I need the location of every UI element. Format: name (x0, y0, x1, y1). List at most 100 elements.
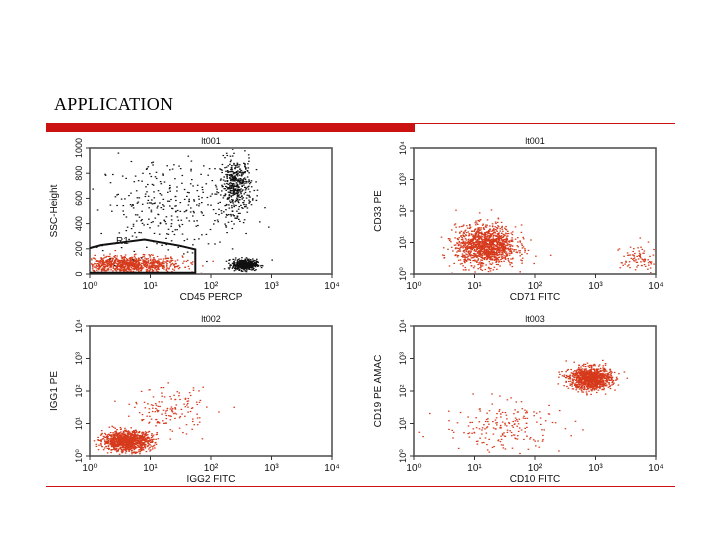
event-point (206, 406, 208, 408)
event-point (577, 368, 579, 370)
event-point (232, 189, 234, 191)
event-point (94, 262, 96, 265)
event-point (477, 255, 479, 257)
event-point (239, 170, 242, 172)
event-point (233, 193, 235, 195)
event-point (468, 227, 471, 230)
event-point (243, 266, 245, 268)
event-point (461, 236, 463, 238)
event-point (147, 166, 150, 168)
event-point (215, 186, 218, 188)
event-point (244, 189, 247, 191)
event-point (94, 266, 96, 268)
event-point (643, 250, 646, 252)
event-point (489, 253, 491, 255)
event-point (201, 212, 203, 214)
event-point (491, 258, 494, 260)
event-point (118, 441, 120, 443)
event-point (466, 246, 468, 248)
event-point (111, 442, 114, 444)
event-point (218, 411, 220, 413)
event-point (174, 205, 176, 207)
event-point (229, 163, 231, 165)
event-point (235, 173, 238, 176)
event-point (144, 441, 147, 443)
event-point (122, 444, 125, 446)
event-point (163, 205, 165, 207)
event-point (135, 258, 138, 260)
event-point (107, 437, 109, 439)
event-point (479, 252, 481, 254)
event-point (476, 229, 479, 231)
event-point (188, 220, 191, 222)
event-point (490, 247, 493, 249)
event-point (490, 238, 493, 240)
event-point (472, 241, 474, 243)
event-point (249, 191, 251, 193)
event-point (140, 440, 142, 442)
event-point (150, 254, 153, 256)
event-point (488, 261, 491, 263)
event-point (488, 266, 490, 268)
event-point (489, 233, 491, 235)
event-point (152, 445, 155, 447)
event-point (160, 262, 162, 264)
event-point (222, 179, 225, 181)
event-point (174, 407, 177, 409)
event-point (463, 254, 465, 256)
event-point (113, 447, 115, 449)
event-point (131, 268, 134, 270)
event-point (271, 259, 273, 261)
event-point (130, 450, 133, 452)
event-point (524, 248, 526, 250)
event-point (166, 257, 168, 259)
event-point (197, 224, 199, 227)
event-point (246, 194, 249, 196)
event-point (139, 448, 142, 450)
event-point (232, 178, 234, 181)
event-point (454, 237, 456, 239)
event-point (150, 404, 153, 406)
event-point (94, 254, 96, 256)
event-point (535, 255, 537, 257)
event-point (489, 236, 491, 238)
event-point (225, 204, 228, 206)
event-point (183, 240, 186, 242)
event-point (232, 258, 234, 260)
event-point (187, 265, 190, 267)
event-point (189, 394, 192, 397)
event-point (125, 263, 127, 265)
event-point (128, 238, 130, 240)
event-point (218, 214, 220, 216)
event-point (142, 259, 144, 261)
event-point (239, 181, 242, 183)
event-point (165, 261, 167, 263)
event-point (234, 189, 237, 191)
event-point (467, 240, 469, 242)
event-point (634, 269, 637, 271)
event-point (135, 259, 138, 261)
event-point (465, 241, 467, 243)
event-point (490, 234, 492, 236)
event-point (114, 259, 116, 261)
event-point (145, 444, 147, 446)
event-point (152, 441, 154, 443)
event-point (193, 424, 195, 426)
event-point (505, 252, 507, 254)
event-point (255, 169, 258, 171)
event-point (157, 190, 160, 192)
event-point (100, 440, 102, 442)
event-point (177, 246, 179, 248)
event-point (127, 430, 130, 432)
event-point (137, 263, 140, 265)
event-point (120, 434, 123, 436)
event-point (489, 256, 492, 258)
event-point (136, 264, 138, 267)
event-point (235, 269, 237, 271)
event-point (518, 250, 520, 252)
event-point (643, 252, 645, 254)
event-point (462, 234, 465, 237)
event-point (219, 179, 222, 181)
event-point (231, 205, 233, 207)
